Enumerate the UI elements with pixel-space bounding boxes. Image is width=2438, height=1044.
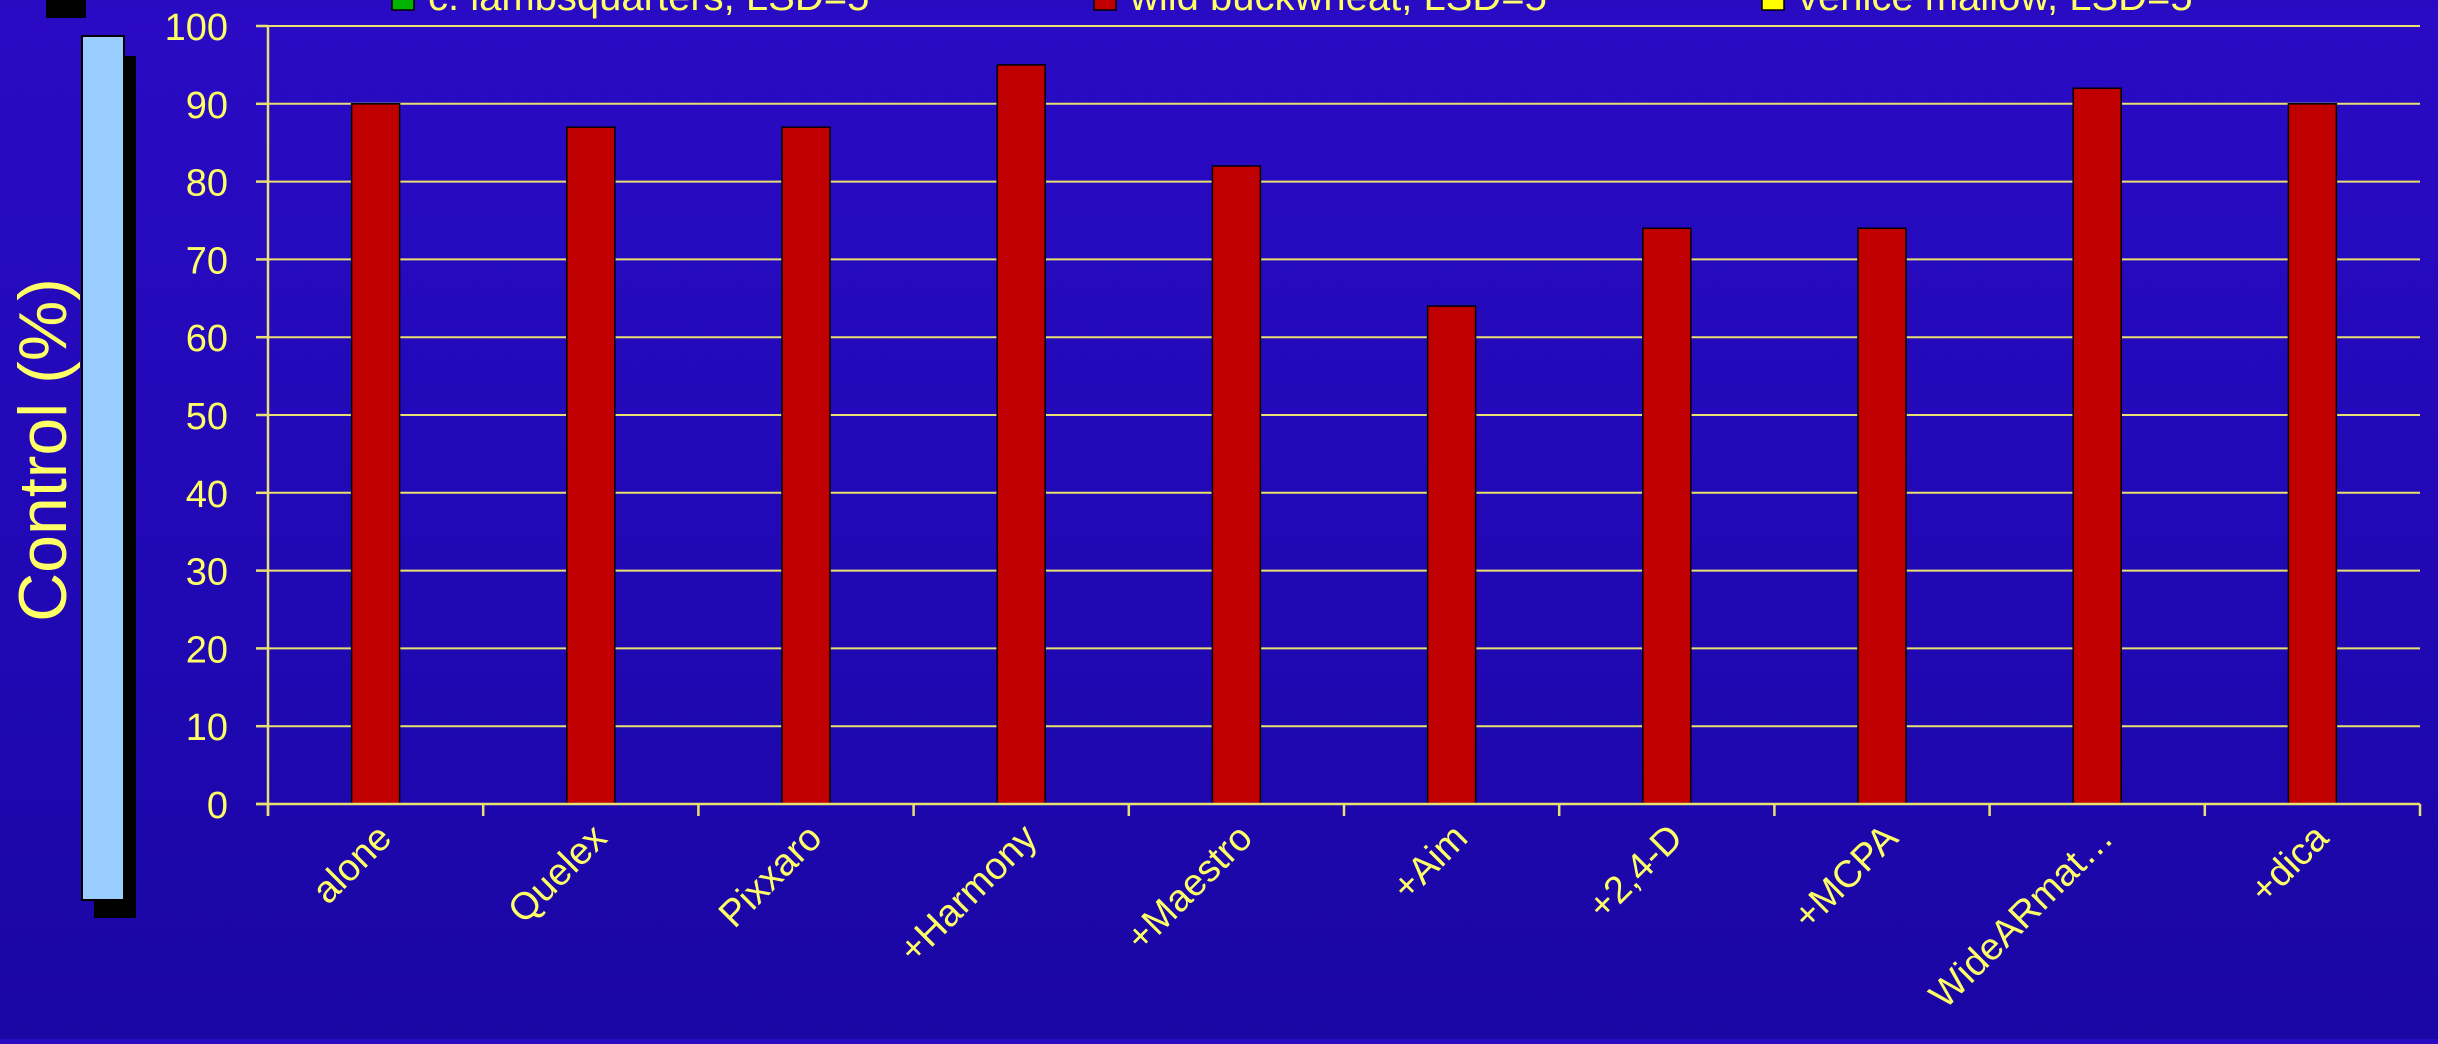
x-tick-label: +2,4-D [1580,817,1691,928]
y-tick-label: 100 [165,7,228,49]
legend-label: venice mallow, LSD=5 [1798,0,2193,19]
x-tick-label: Quelex [500,817,615,932]
x-tick-label: WideARmat… [1922,817,2122,1017]
x-tick-label: Pixxaro [711,817,830,936]
decor-layer [46,0,136,918]
y-tick-label: 90 [186,85,228,127]
y-tick-label: 0 [207,785,228,827]
bar [1642,227,1692,805]
legend-swatch [1093,0,1117,11]
x-tick-label: +MCPA [1785,816,1906,937]
y-tick-label: 20 [186,629,228,671]
y-axis-label: Control (%) [5,278,81,622]
legend: c. lambsquarters, LSD=5 wild buckwheat, L… [391,0,2193,19]
bar [1857,227,1907,805]
bar [2287,103,2338,805]
gridlines [268,25,2420,728]
top-left-block [46,0,86,18]
legend-swatch [391,0,415,11]
legend-label: wild buckwheat, LSD=5 [1129,0,1547,19]
label-panel [81,35,125,901]
bar [2072,87,2122,805]
axes [256,24,2422,816]
y-tick-label: 10 [186,707,228,749]
legend-swatch [1761,0,1785,11]
bar [996,64,1046,805]
bar [566,126,616,805]
y-tick-label: 80 [186,163,228,205]
y-tick-label: 60 [186,318,228,360]
y-tick-label: 40 [186,474,228,516]
y-tick-labels: 0 10 20 30 40 50 60 70 80 90 100 [165,7,228,827]
bar [781,126,831,805]
bar [1211,165,1262,805]
x-tick-label: +Aim [1384,817,1476,909]
y-tick-label: 50 [186,396,228,438]
legend-label: c. lambsquarters, LSD=5 [428,0,869,19]
bars [350,64,2338,805]
bar [350,103,401,805]
bar [1426,305,1477,805]
x-tick-labels: alone Quelex Pixxaro +Harmony +Maestro +Aim +2… [305,816,2338,1017]
y-tick-label: 30 [186,552,228,594]
x-tick-label: +dica [2242,816,2337,911]
x-tick-label: +Maestro [1118,817,1260,959]
x-tick-label: +Harmony [891,817,1045,971]
y-tick-label: 70 [186,240,228,282]
x-tick-label: alone [305,817,400,912]
